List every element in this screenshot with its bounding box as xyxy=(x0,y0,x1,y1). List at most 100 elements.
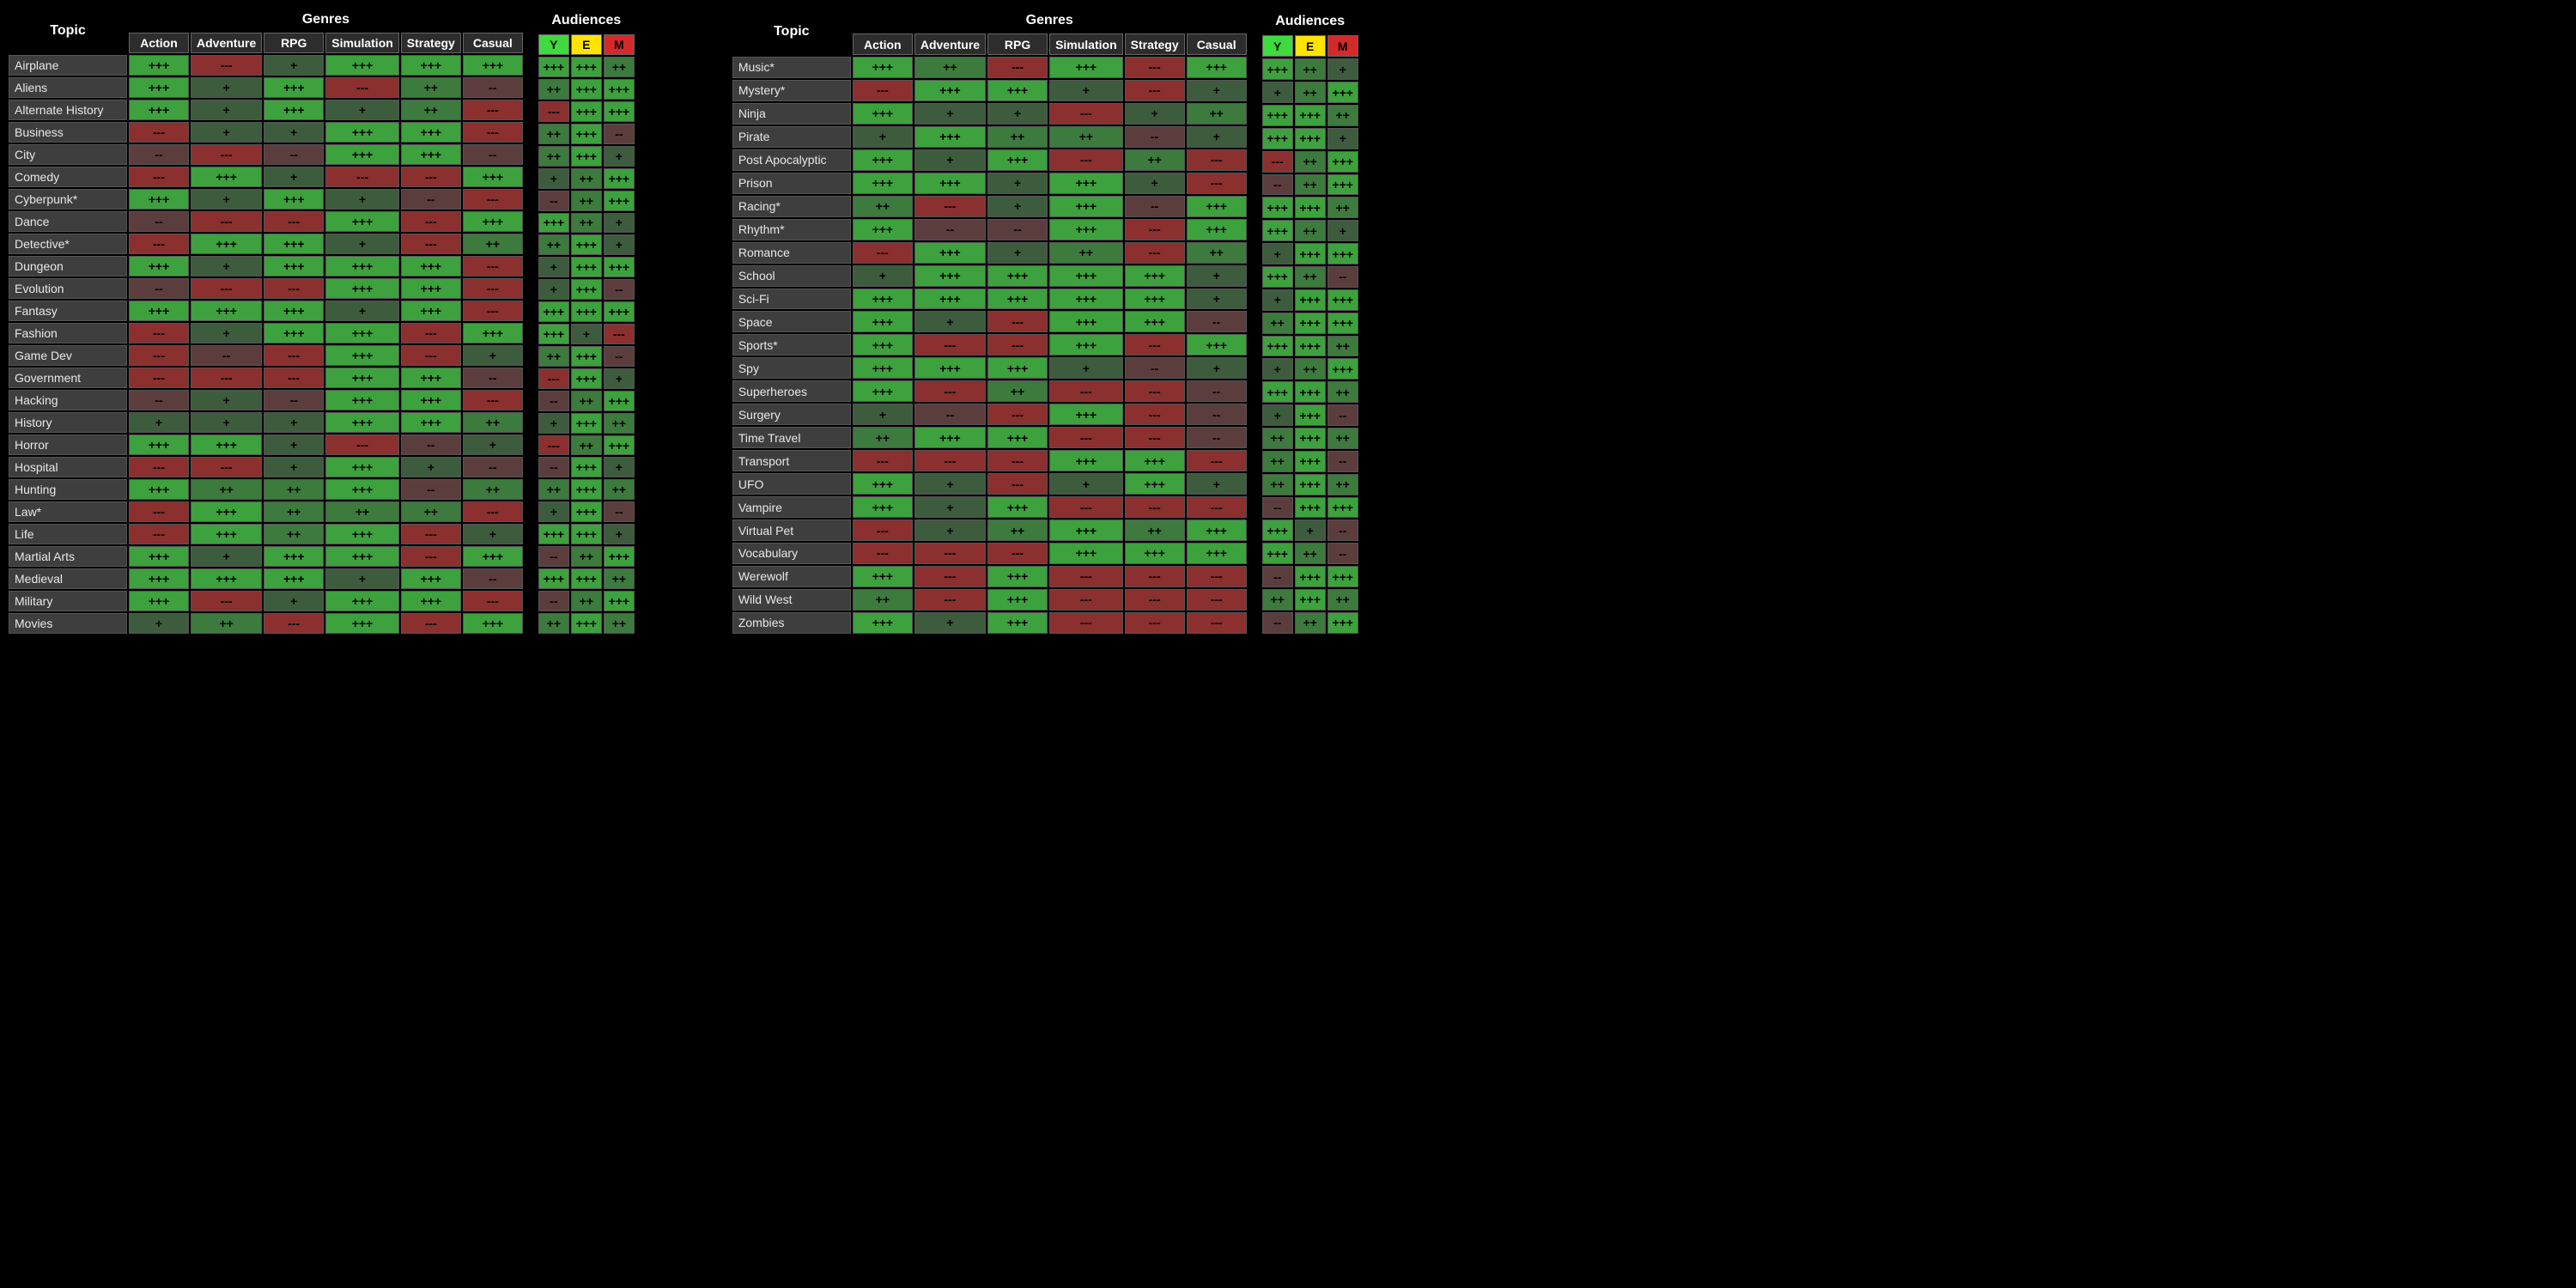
rating-cell: ++ xyxy=(853,589,913,611)
rating-cell: +++ xyxy=(1187,334,1247,355)
audience-row: ---++++ xyxy=(538,368,635,389)
audience-rating-cell: -- xyxy=(604,346,635,367)
rating-cell: + xyxy=(1187,126,1247,148)
table-row: Game Dev--------+++---+ xyxy=(9,345,523,366)
audience-rating-cell: --- xyxy=(538,435,569,456)
audience-rating-cell: +++ xyxy=(1295,589,1326,611)
table-row: Surgery+-----+++----- xyxy=(732,404,1247,425)
rating-cell: --- xyxy=(853,519,913,541)
rating-cell: --- xyxy=(1187,589,1247,611)
header-genre-rpg: RPG xyxy=(987,33,1048,55)
rating-cell: +++ xyxy=(853,496,913,518)
rating-cell: --- xyxy=(463,501,523,522)
rating-cell: + xyxy=(463,434,523,455)
rating-cell: + xyxy=(914,149,986,171)
audience-rating-cell: +++ xyxy=(571,613,602,634)
rating-cell: + xyxy=(264,122,324,143)
rating-cell: -- xyxy=(463,568,523,589)
audience-rating-cell: + xyxy=(604,213,635,234)
audience-rating-cell: + xyxy=(1262,358,1293,380)
rating-cell: +++ xyxy=(1049,265,1123,287)
header-audience-e: E xyxy=(571,34,602,55)
rating-cell: + xyxy=(325,189,399,210)
audience-rating-cell: + xyxy=(538,168,569,189)
audience-row: +++++++ xyxy=(538,479,635,500)
table-row: Hospital------+++++-- xyxy=(9,457,523,477)
audience-rating-cell: +++ xyxy=(1327,566,1358,587)
audience-row: ++++++ xyxy=(1262,220,1358,241)
rating-cell: --- xyxy=(1125,589,1185,611)
rating-cell: +++ xyxy=(1049,519,1123,541)
table-row: UFO++++---+++++ xyxy=(732,473,1247,495)
topic-cell: Zombies xyxy=(732,612,851,634)
rating-cell: + xyxy=(1125,173,1185,194)
rating-cell: +++ xyxy=(325,144,399,165)
rating-cell: + xyxy=(1049,357,1123,379)
topic-cell: Mystery* xyxy=(732,80,851,101)
rating-cell: +++ xyxy=(325,546,399,567)
rating-cell: ++ xyxy=(853,427,913,448)
audience-rating-cell: -- xyxy=(604,124,635,144)
rating-cell: +++ xyxy=(1187,519,1247,541)
rating-cell: +++ xyxy=(853,219,913,240)
rating-cell: +++ xyxy=(1187,543,1247,564)
rating-cell: +++ xyxy=(129,100,189,120)
audience-row: --+++++ xyxy=(538,546,635,567)
audience-rating-cell: +++ xyxy=(571,413,602,434)
table-row: Cyberpunk*++++++++----- xyxy=(9,189,523,210)
rating-cell: +++ xyxy=(463,613,523,634)
rating-cell: --- xyxy=(401,234,461,254)
rating-cell: +++ xyxy=(264,323,324,343)
audience-rating-cell: ++ xyxy=(538,479,569,500)
audience-rating-cell: +++ xyxy=(1262,197,1293,218)
audience-rating-cell: ++ xyxy=(1262,428,1293,449)
audience-rating-cell: +++ xyxy=(538,524,569,544)
audience-row: +++++++++ xyxy=(538,301,635,322)
audience-rating-cell: +++ xyxy=(1295,313,1326,334)
audience-rating-cell: ++ xyxy=(604,479,635,500)
rating-cell: +++ xyxy=(853,173,913,194)
rating-cell: --- xyxy=(987,57,1048,78)
table-row: Airplane+++---++++++++++ xyxy=(9,55,523,76)
rating-cell: ++ xyxy=(191,479,262,500)
rating-cell: --- xyxy=(401,211,461,232)
rating-cell: +++ xyxy=(987,589,1048,611)
rating-cell: --- xyxy=(1125,612,1185,634)
rating-cell: --- xyxy=(401,323,461,343)
rating-cell: +++ xyxy=(1049,196,1123,217)
rating-cell: + xyxy=(987,103,1048,125)
audience-rating-cell: +++ xyxy=(1262,381,1293,403)
rating-cell: --- xyxy=(264,368,324,388)
rating-cell: --- xyxy=(401,613,461,634)
audience-row: ++++-- xyxy=(538,279,635,300)
rating-cell: +++ xyxy=(264,234,324,254)
audience-rating-cell: ++ xyxy=(538,346,569,367)
rating-cell: +++ xyxy=(463,323,523,343)
audience-rating-cell: ++ xyxy=(604,57,635,77)
audience-rating-cell: +++ xyxy=(604,101,635,122)
audience-rating-cell: -- xyxy=(538,457,569,477)
rating-cell: +++ xyxy=(401,256,461,276)
rating-cell: + xyxy=(191,323,262,343)
rating-cell: -- xyxy=(1187,427,1247,448)
rating-cell: +++ xyxy=(325,211,399,232)
audience-rating-cell: +++ xyxy=(604,168,635,189)
audience-rating-cell: ++ xyxy=(571,191,602,211)
audience-rating-cell: -- xyxy=(538,191,569,211)
audience-rating-cell: +++ xyxy=(1262,58,1293,80)
rating-cell: +++ xyxy=(401,568,461,589)
audience-rating-cell: + xyxy=(538,501,569,522)
rating-cell: -- xyxy=(1187,311,1247,332)
rating-cell: --- xyxy=(191,55,262,76)
audience-row: +++++++ xyxy=(1262,128,1358,149)
table-row: City-------++++++-- xyxy=(9,144,523,165)
rating-cell: +++ xyxy=(987,357,1048,379)
audience-table-1: AudiencesYEM+++++++++++++++++++++++++++-… xyxy=(1261,7,1360,635)
audience-rating-cell: ++ xyxy=(538,79,569,100)
rating-cell: +++ xyxy=(853,380,913,402)
rating-cell: --- xyxy=(1049,566,1123,587)
rating-cell: +++ xyxy=(914,173,986,194)
audience-row: ++++-- xyxy=(538,501,635,522)
audience-rating-cell: -- xyxy=(1327,543,1358,564)
topic-cell: Life xyxy=(9,524,127,544)
